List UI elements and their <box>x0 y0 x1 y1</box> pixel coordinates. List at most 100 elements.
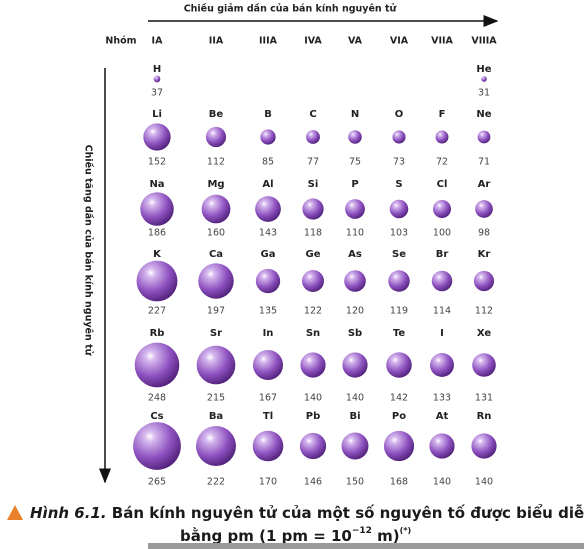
radius-value: 146 <box>304 477 322 488</box>
radius-value: 98 <box>478 228 490 239</box>
radius-value: 122 <box>304 306 322 317</box>
atom-sphere <box>136 260 178 302</box>
radius-value: 140 <box>475 477 493 488</box>
radius-value: 248 <box>148 393 166 404</box>
atom-sphere <box>392 130 406 144</box>
caption-line2-start: bằng pm (1 pm = 10 <box>180 526 352 545</box>
element-symbol: At <box>436 411 449 422</box>
element-symbol: I <box>440 328 444 339</box>
element-symbol: H <box>153 64 161 75</box>
element-symbol: S <box>395 179 402 190</box>
atom-sphere <box>473 270 495 292</box>
element-symbol: Ar <box>478 179 491 190</box>
atom-sphere <box>433 200 451 218</box>
radius-value: 73 <box>393 157 405 168</box>
radius-value: 72 <box>436 157 448 168</box>
radius-value: 131 <box>475 393 493 404</box>
radius-value: 143 <box>259 228 277 239</box>
atom-sphere <box>255 196 281 222</box>
atom-sphere <box>134 342 180 388</box>
atom-sphere <box>386 352 412 378</box>
radius-value: 37 <box>151 88 163 99</box>
caption: Hình 6.1. Bán kính nguyên tử của một số … <box>30 503 584 522</box>
atom-sphere <box>435 130 449 144</box>
group-label: IA <box>152 36 164 47</box>
atom-sphere <box>477 130 491 144</box>
element-symbol: N <box>351 109 359 120</box>
element-symbol: K <box>153 249 162 260</box>
atom-sphere <box>472 353 496 377</box>
element-symbol: B <box>264 109 272 120</box>
atom-sphere <box>429 433 455 459</box>
group-label: IIA <box>209 36 224 47</box>
element-symbol: Ne <box>476 109 491 120</box>
radius-value: 167 <box>259 393 277 404</box>
atom-sphere <box>389 199 409 219</box>
group-label: IVA <box>304 36 322 47</box>
radius-value: 160 <box>207 228 225 239</box>
atom-sphere <box>299 432 327 460</box>
atom-sphere <box>196 426 236 466</box>
atom-sphere <box>205 126 227 148</box>
element-symbol: Br <box>436 249 449 260</box>
caption-line2: bằng pm (1 pm = 10−12 m)(*) <box>180 526 411 545</box>
atom-sphere <box>140 192 174 226</box>
radius-value: 227 <box>148 306 166 317</box>
atom-sphere <box>198 263 234 299</box>
element-symbol: Be <box>209 109 224 120</box>
atom-sphere <box>201 194 231 224</box>
radius-value: 170 <box>259 477 277 488</box>
side-arrow-label: Chiều tăng dần của bán kính nguyên tử <box>83 145 94 356</box>
element-symbol: Sb <box>348 328 362 339</box>
atom-sphere <box>341 432 369 460</box>
radius-value: 75 <box>349 157 361 168</box>
radius-value: 118 <box>304 228 322 239</box>
top-arrow-label: Chiều giảm dần của bán kính nguyên tử <box>184 4 397 15</box>
radius-value: 120 <box>346 306 364 317</box>
element-symbol: Ca <box>209 249 223 260</box>
radius-value: 85 <box>262 157 274 168</box>
element-symbol: Mg <box>207 179 224 190</box>
element-symbol: Li <box>152 109 162 120</box>
radius-value: 103 <box>390 228 408 239</box>
atom-sphere <box>388 270 410 292</box>
group-label: IIIA <box>259 36 278 47</box>
group-header: Nhóm <box>105 36 136 47</box>
element-symbol: C <box>309 109 316 120</box>
group-label: VIIA <box>431 36 453 47</box>
element-symbol: Na <box>149 179 164 190</box>
radius-value: 31 <box>478 88 490 99</box>
atom-sphere <box>252 430 284 462</box>
atom-sphere <box>481 76 487 82</box>
element-symbol: Sr <box>210 328 222 339</box>
radius-value: 150 <box>346 477 364 488</box>
caption-line1: Bán kính nguyên tử của một số nguyên tố … <box>112 503 584 522</box>
element-symbol: Cl <box>437 179 448 190</box>
element-symbol: In <box>263 328 274 339</box>
caption-line2-end: m) <box>372 527 400 545</box>
radius-value: 215 <box>207 393 225 404</box>
atom-sphere <box>345 199 365 219</box>
radius-value: 112 <box>475 306 493 317</box>
atom-sphere <box>302 198 324 220</box>
group-label: VIA <box>390 36 409 47</box>
element-symbol: Kr <box>478 249 491 260</box>
radius-value: 71 <box>478 157 490 168</box>
element-symbol: F <box>439 109 446 120</box>
caption-icon <box>7 505 23 520</box>
element-symbol: Se <box>392 249 406 260</box>
bottom-bar <box>148 543 584 549</box>
atom-sphere <box>431 270 453 292</box>
element-symbol: Te <box>393 328 405 339</box>
atom-sphere <box>260 129 276 145</box>
atom-sphere <box>475 200 493 218</box>
radius-value: 265 <box>148 477 166 488</box>
element-symbol: Rb <box>150 328 165 339</box>
element-symbol: Ga <box>261 249 276 260</box>
atom-sphere <box>306 130 320 144</box>
radius-value: 100 <box>433 228 451 239</box>
caption-exponent: −12 <box>352 526 372 536</box>
radius-value: 142 <box>390 393 408 404</box>
radius-value: 135 <box>259 306 277 317</box>
element-symbol: Rn <box>477 411 492 422</box>
